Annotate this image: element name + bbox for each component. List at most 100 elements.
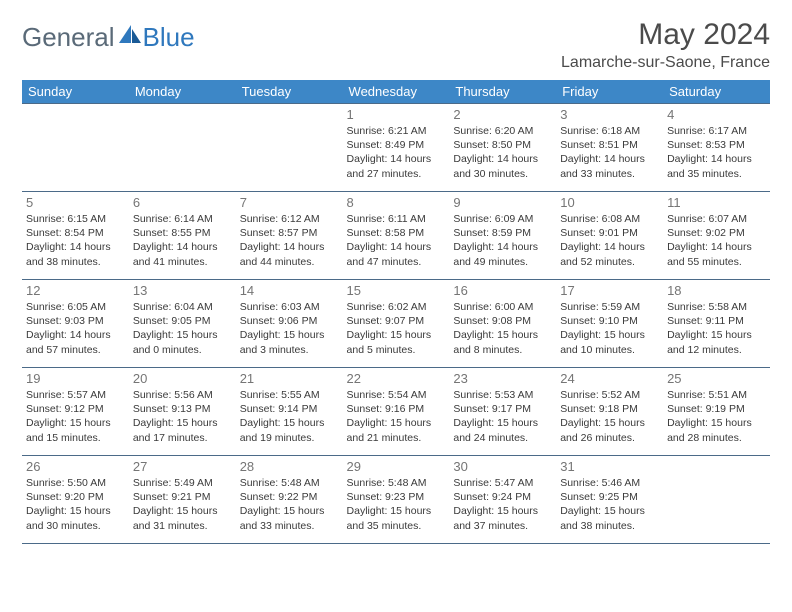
day-info: Sunrise: 6:09 AMSunset: 8:59 PMDaylight:… (453, 212, 552, 269)
day-number: 26 (26, 459, 125, 474)
day-number: 30 (453, 459, 552, 474)
calendar-cell: 23Sunrise: 5:53 AMSunset: 9:17 PMDayligh… (449, 368, 556, 456)
day-info: Sunrise: 5:51 AMSunset: 9:19 PMDaylight:… (667, 388, 766, 445)
calendar-cell: 9Sunrise: 6:09 AMSunset: 8:59 PMDaylight… (449, 192, 556, 280)
day-info: Sunrise: 5:59 AMSunset: 9:10 PMDaylight:… (560, 300, 659, 357)
header: General Blue May 2024 Lamarche-sur-Saone… (22, 18, 770, 72)
calendar-row: 12 Sunrise: 6:05 AMSunset: 9:03 PMDayligh… (22, 280, 770, 368)
calendar-cell: 27 Sunrise: 5:49 AMSunset: 9:21 PMDayligh… (129, 456, 236, 544)
day-info: Sunrise: 6:04 AMSunset: 9:05 PMDaylight:… (133, 300, 232, 357)
logo-text-general: General (22, 22, 115, 53)
calendar-cell: 26 Sunrise: 5:50 AMSunset: 9:20 PMDayligh… (22, 456, 129, 544)
day-number: 19 (26, 371, 125, 386)
day-number: 2 (453, 107, 552, 122)
day-info: Sunrise: 5:49 AMSunset: 9:21 PMDaylight:… (133, 476, 232, 533)
calendar-cell: 20 Sunrise: 5:56 AMSunset: 9:13 PMDayligh… (129, 368, 236, 456)
weekday-header: Friday (556, 80, 663, 104)
calendar-cell: 14Sunrise: 6:03 AMSunset: 9:06 PMDayligh… (236, 280, 343, 368)
calendar-row: 19 Sunrise: 5:57 AMSunset: 9:12 PMDayligh… (22, 368, 770, 456)
day-number: 8 (347, 195, 446, 210)
calendar-cell: 5 Sunrise: 6:15 AMSunset: 8:54 PMDaylight… (22, 192, 129, 280)
calendar-cell: 16Sunrise: 6:00 AMSunset: 9:08 PMDayligh… (449, 280, 556, 368)
calendar-cell: 17Sunrise: 5:59 AMSunset: 9:10 PMDayligh… (556, 280, 663, 368)
calendar-cell: 15 Sunrise: 6:02 AMSunset: 9:07 PMDayligh… (343, 280, 450, 368)
calendar-cell: 28 Sunrise: 5:48 AMSunset: 9:22 PMDayligh… (236, 456, 343, 544)
day-info: Sunrise: 5:46 AMSunset: 9:25 PMDaylight:… (560, 476, 659, 533)
title-block: May 2024 Lamarche-sur-Saone, France (561, 18, 770, 72)
day-info: Sunrise: 5:48 AMSunset: 9:23 PMDaylight:… (347, 476, 446, 533)
day-number: 12 (26, 283, 125, 298)
calendar-cell: 8 Sunrise: 6:11 AMSunset: 8:58 PMDaylight… (343, 192, 450, 280)
calendar-cell (236, 104, 343, 192)
day-info: Sunrise: 6:02 AMSunset: 9:07 PMDaylight:… (347, 300, 446, 357)
day-info: Sunrise: 5:52 AMSunset: 9:18 PMDaylight:… (560, 388, 659, 445)
day-info: Sunrise: 5:47 AMSunset: 9:24 PMDaylight:… (453, 476, 552, 533)
calendar-cell: 10Sunrise: 6:08 AMSunset: 9:01 PMDayligh… (556, 192, 663, 280)
day-info: Sunrise: 5:56 AMSunset: 9:13 PMDaylight:… (133, 388, 232, 445)
calendar-page: General Blue May 2024 Lamarche-sur-Saone… (0, 0, 792, 554)
calendar-cell: 13Sunrise: 6:04 AMSunset: 9:05 PMDayligh… (129, 280, 236, 368)
day-info: Sunrise: 6:18 AMSunset: 8:51 PMDaylight:… (560, 124, 659, 181)
day-number: 5 (26, 195, 125, 210)
calendar-body: 1 Sunrise: 6:21 AMSunset: 8:49 PMDaylight… (22, 104, 770, 544)
weekday-header-row: SundayMondayTuesdayWednesdayThursdayFrid… (22, 80, 770, 104)
day-info: Sunrise: 6:07 AMSunset: 9:02 PMDaylight:… (667, 212, 766, 269)
day-info: Sunrise: 6:15 AMSunset: 8:54 PMDaylight:… (26, 212, 125, 269)
day-info: Sunrise: 5:58 AMSunset: 9:11 PMDaylight:… (667, 300, 766, 357)
calendar-cell: 1 Sunrise: 6:21 AMSunset: 8:49 PMDaylight… (343, 104, 450, 192)
calendar-row: 5 Sunrise: 6:15 AMSunset: 8:54 PMDaylight… (22, 192, 770, 280)
day-number: 3 (560, 107, 659, 122)
calendar-cell: 21Sunrise: 5:55 AMSunset: 9:14 PMDayligh… (236, 368, 343, 456)
calendar-cell: 4Sunrise: 6:17 AMSunset: 8:53 PMDaylight… (663, 104, 770, 192)
day-info: Sunrise: 5:48 AMSunset: 9:22 PMDaylight:… (240, 476, 339, 533)
day-info: Sunrise: 6:12 AMSunset: 8:57 PMDaylight:… (240, 212, 339, 269)
calendar-cell: 2 Sunrise: 6:20 AMSunset: 8:50 PMDaylight… (449, 104, 556, 192)
day-info: Sunrise: 6:11 AMSunset: 8:58 PMDaylight:… (347, 212, 446, 269)
day-number: 25 (667, 371, 766, 386)
day-info: Sunrise: 5:55 AMSunset: 9:14 PMDaylight:… (240, 388, 339, 445)
day-number: 24 (560, 371, 659, 386)
day-number: 31 (560, 459, 659, 474)
day-info: Sunrise: 5:53 AMSunset: 9:17 PMDaylight:… (453, 388, 552, 445)
calendar-row: 1 Sunrise: 6:21 AMSunset: 8:49 PMDaylight… (22, 104, 770, 192)
day-info: Sunrise: 5:50 AMSunset: 9:20 PMDaylight:… (26, 476, 125, 533)
location-label: Lamarche-sur-Saone, France (561, 54, 770, 72)
calendar-cell: 6Sunrise: 6:14 AMSunset: 8:55 PMDaylight… (129, 192, 236, 280)
day-number: 22 (347, 371, 446, 386)
calendar-cell: 12 Sunrise: 6:05 AMSunset: 9:03 PMDayligh… (22, 280, 129, 368)
calendar-cell: 7Sunrise: 6:12 AMSunset: 8:57 PMDaylight… (236, 192, 343, 280)
day-info: Sunrise: 6:03 AMSunset: 9:06 PMDaylight:… (240, 300, 339, 357)
day-number: 28 (240, 459, 339, 474)
logo: General Blue (22, 22, 195, 53)
day-number: 11 (667, 195, 766, 210)
day-number: 29 (347, 459, 446, 474)
calendar-cell: 29 Sunrise: 5:48 AMSunset: 9:23 PMDayligh… (343, 456, 450, 544)
weekday-header: Tuesday (236, 80, 343, 104)
day-number: 15 (347, 283, 446, 298)
calendar-cell: 24 Sunrise: 5:52 AMSunset: 9:18 PMDayligh… (556, 368, 663, 456)
month-title: May 2024 (561, 18, 770, 52)
calendar-cell: 3 Sunrise: 6:18 AMSunset: 8:51 PMDaylight… (556, 104, 663, 192)
weekday-header: Thursday (449, 80, 556, 104)
calendar-cell: 30 Sunrise: 5:47 AMSunset: 9:24 PMDayligh… (449, 456, 556, 544)
day-number: 27 (133, 459, 232, 474)
calendar-cell (22, 104, 129, 192)
weekday-header: Sunday (22, 80, 129, 104)
weekday-header: Monday (129, 80, 236, 104)
calendar-cell (129, 104, 236, 192)
day-info: Sunrise: 6:08 AMSunset: 9:01 PMDaylight:… (560, 212, 659, 269)
day-number: 18 (667, 283, 766, 298)
day-info: Sunrise: 5:54 AMSunset: 9:16 PMDaylight:… (347, 388, 446, 445)
day-number: 20 (133, 371, 232, 386)
calendar-cell: 22 Sunrise: 5:54 AMSunset: 9:16 PMDayligh… (343, 368, 450, 456)
day-info: Sunrise: 5:57 AMSunset: 9:12 PMDaylight:… (26, 388, 125, 445)
day-info: Sunrise: 6:21 AMSunset: 8:49 PMDaylight:… (347, 124, 446, 181)
calendar-cell: 18 Sunrise: 5:58 AMSunset: 9:11 PMDayligh… (663, 280, 770, 368)
calendar-cell: 19 Sunrise: 5:57 AMSunset: 9:12 PMDayligh… (22, 368, 129, 456)
day-info: Sunrise: 6:05 AMSunset: 9:03 PMDaylight:… (26, 300, 125, 357)
day-info: Sunrise: 6:20 AMSunset: 8:50 PMDaylight:… (453, 124, 552, 181)
calendar-cell: 25 Sunrise: 5:51 AMSunset: 9:19 PMDayligh… (663, 368, 770, 456)
weekday-header: Wednesday (343, 80, 450, 104)
day-number: 16 (453, 283, 552, 298)
day-number: 1 (347, 107, 446, 122)
